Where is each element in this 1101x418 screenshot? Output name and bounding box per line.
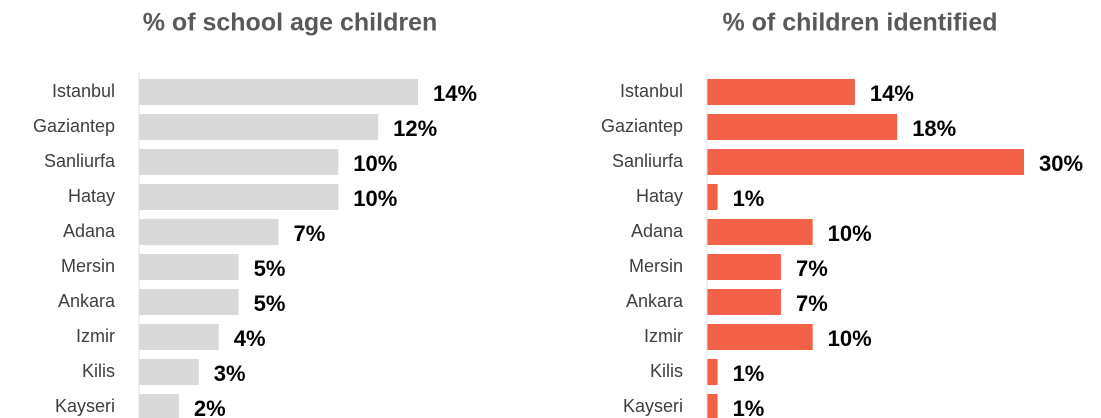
bar	[707, 79, 855, 105]
bar	[707, 184, 718, 210]
y-tick-label: Izmir	[76, 326, 115, 346]
y-tick-label: Gaziantep	[33, 116, 115, 136]
y-tick-label: Istanbul	[620, 81, 683, 101]
bar	[707, 219, 813, 245]
bar	[139, 324, 219, 350]
y-tick-label: Mersin	[61, 256, 115, 276]
y-tick-label: Hatay	[68, 186, 115, 206]
bar	[139, 289, 239, 315]
y-tick-label: Sanliurfa	[44, 151, 116, 171]
bar	[139, 149, 339, 175]
data-label: 1%	[733, 186, 765, 211]
y-tick-label: Ankara	[626, 291, 684, 311]
y-tick-label: Hatay	[636, 186, 683, 206]
y-tick-label: Izmir	[644, 326, 683, 346]
y-tick-label: Kilis	[650, 361, 683, 381]
data-label: 5%	[254, 291, 286, 316]
chart-title: % of school age children	[143, 9, 438, 37]
bar	[139, 219, 279, 245]
data-label: 3%	[214, 361, 246, 386]
data-label: 7%	[294, 221, 326, 246]
y-tick-label: Kayseri	[623, 396, 683, 416]
y-tick-label: Sanliurfa	[612, 151, 684, 171]
y-tick-label: Mersin	[629, 256, 683, 276]
bar	[707, 289, 781, 315]
data-label: 10%	[353, 151, 397, 176]
data-label: 10%	[353, 186, 397, 211]
bar	[139, 114, 379, 140]
data-label: 2%	[194, 396, 226, 418]
bar	[139, 359, 199, 385]
data-label: 12%	[393, 116, 437, 141]
data-label: 14%	[870, 81, 914, 106]
bar	[139, 184, 339, 210]
y-tick-label: Istanbul	[52, 81, 115, 101]
data-label: 10%	[828, 221, 872, 246]
data-label: 1%	[733, 361, 765, 386]
bar	[139, 79, 418, 105]
data-label: 18%	[912, 116, 956, 141]
bar	[707, 114, 898, 140]
data-label: 1%	[733, 396, 765, 418]
data-label: 14%	[433, 81, 477, 106]
bar	[707, 394, 718, 418]
y-tick-label: Gaziantep	[601, 116, 683, 136]
data-label: 4%	[234, 326, 266, 351]
data-label: 30%	[1039, 151, 1083, 176]
data-label: 7%	[796, 291, 828, 316]
bar	[707, 254, 781, 280]
y-tick-label: Ankara	[58, 291, 116, 311]
bar	[707, 324, 813, 350]
bar	[139, 254, 239, 280]
chart-title: % of children identified	[722, 9, 997, 37]
y-tick-label: Kayseri	[55, 396, 115, 416]
bar	[707, 149, 1024, 175]
data-label: 10%	[828, 326, 872, 351]
y-tick-label: Adana	[63, 221, 116, 241]
bar	[707, 359, 718, 385]
data-label: 5%	[254, 256, 286, 281]
y-tick-label: Adana	[631, 221, 684, 241]
y-tick-label: Kilis	[82, 361, 115, 381]
bar	[139, 394, 179, 418]
data-label: 7%	[796, 256, 828, 281]
